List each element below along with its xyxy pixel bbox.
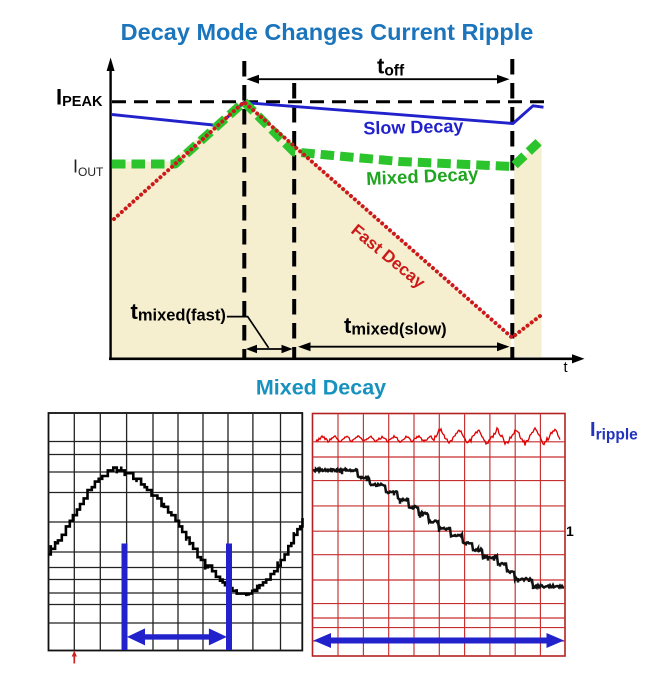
- svg-text:t: t: [564, 360, 568, 376]
- svg-text:Mixed Decay: Mixed Decay: [256, 376, 386, 400]
- svg-text:Slow Decay: Slow Decay: [363, 116, 464, 139]
- svg-text:Mixed Decay: Mixed Decay: [366, 163, 480, 189]
- svg-text:Decay Mode Changes Current Rip: Decay Mode Changes Current Ripple: [121, 19, 534, 45]
- svg-text:1: 1: [566, 523, 574, 539]
